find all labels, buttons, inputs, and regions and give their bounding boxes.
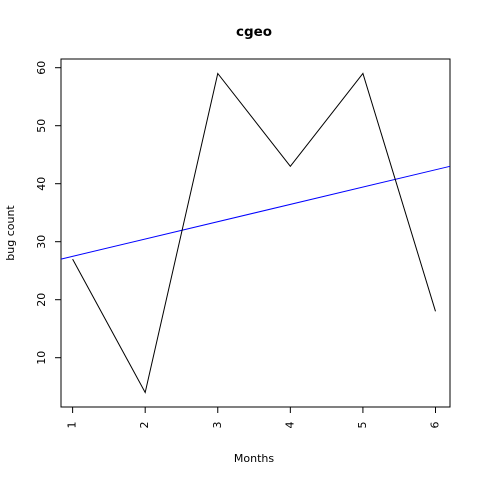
plot-content	[60, 72, 451, 394]
y-tick-label: 50	[35, 119, 48, 133]
x-tick-label: 1	[66, 422, 79, 429]
x-tick-label: 5	[356, 422, 369, 429]
x-axis: 1 2 3 4 5 6	[66, 407, 441, 429]
plot-frame	[60, 58, 451, 408]
x-tick-label: 4	[283, 422, 296, 429]
chart-title: cgeo	[236, 24, 272, 40]
x-tick-label: 6	[428, 422, 441, 429]
trend-line	[60, 165, 451, 260]
y-axis: 10 20 30 40 50 60	[35, 61, 61, 365]
y-tick-label: 10	[35, 351, 48, 365]
data-series-line-1	[72, 72, 436, 394]
y-tick-label: 60	[35, 61, 48, 75]
x-axis-label: Months	[234, 452, 274, 465]
y-tick-label: 20	[35, 293, 48, 307]
y-tick-label: 40	[35, 177, 48, 191]
y-axis-label: bug count	[4, 205, 17, 261]
x-tick-label: 3	[211, 422, 224, 429]
x-tick-label: 2	[138, 422, 151, 429]
y-tick-label: 30	[35, 235, 48, 249]
